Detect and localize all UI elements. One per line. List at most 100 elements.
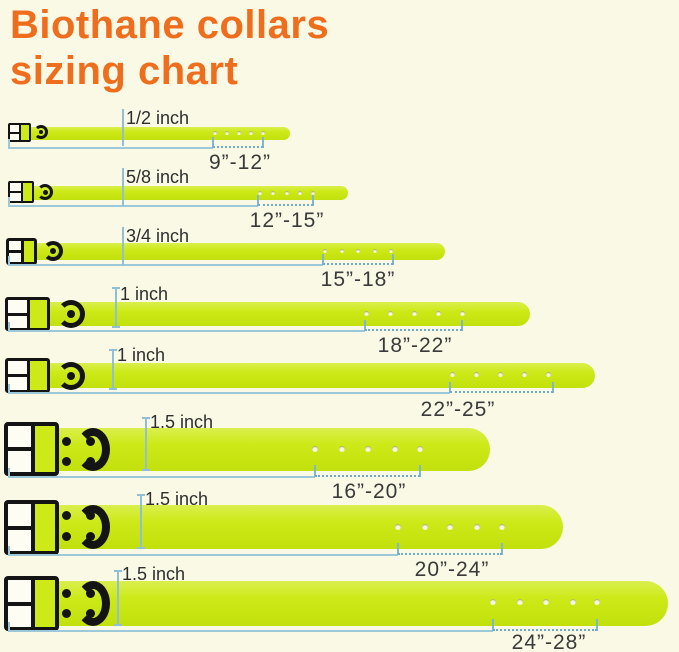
buckle-icon (8, 181, 34, 203)
strap-hole (340, 249, 344, 253)
width-tick (109, 349, 117, 390)
measure-tick (461, 320, 463, 331)
d-ring-icon (43, 241, 63, 261)
page-title-line2: sizing chart (10, 49, 239, 93)
size-range-label: 12”-15” (249, 209, 325, 232)
strap-hole (474, 372, 479, 377)
collar-strap (8, 186, 348, 200)
measure-tick (492, 619, 494, 631)
measure-dash (258, 204, 313, 206)
measure-tick (322, 254, 324, 265)
strap-hole (339, 446, 345, 452)
width-tick (122, 168, 124, 206)
strap-hole (225, 131, 229, 135)
strap-hole (237, 131, 241, 135)
strap-hole (412, 311, 417, 316)
size-range-label: 22”-25” (420, 398, 496, 421)
buckle-icon (4, 422, 59, 476)
strap-hole (490, 599, 496, 605)
measure-dash (398, 553, 502, 555)
buckle-icon (5, 358, 50, 393)
size-range-label: 20”-24” (414, 558, 490, 581)
measure-tick (314, 465, 316, 477)
strap-hole (436, 311, 441, 316)
measure-line (8, 139, 213, 149)
strap-hole (258, 191, 262, 195)
width-label: 1/2 inch (126, 108, 190, 128)
strap-hole (543, 599, 549, 605)
strap-hole (373, 249, 377, 253)
measure-line (8, 468, 315, 478)
d-ring-icon (37, 184, 53, 200)
measure-tick (596, 619, 598, 631)
collar-strap (8, 243, 445, 260)
size-range-label: 24”-28” (511, 631, 587, 652)
measure-tick (364, 320, 366, 331)
collar-strap (8, 302, 530, 326)
strap-hole (213, 131, 217, 135)
strap-hole (517, 599, 523, 605)
measure-line (8, 546, 398, 556)
d-ring-icon (76, 505, 110, 549)
buckle-icon (6, 238, 37, 265)
buckle-icon (4, 500, 59, 555)
strap-hole (388, 311, 393, 316)
measure-tick (262, 137, 264, 148)
rivet-icon (62, 589, 71, 598)
strap-hole (392, 446, 398, 452)
measure-dash (493, 629, 597, 631)
measure-tick (449, 382, 451, 393)
rivet-icon (62, 457, 71, 466)
strap-hole (364, 311, 369, 316)
strap-hole (474, 524, 480, 530)
measure-dash (365, 329, 462, 331)
rivet-icon (62, 437, 71, 446)
strap-hole (522, 372, 527, 377)
strap-hole (311, 191, 315, 195)
measure-line (8, 622, 493, 632)
d-ring-icon (76, 428, 110, 471)
width-tick (112, 287, 120, 328)
measure-tick (552, 382, 554, 393)
measure-tick (501, 543, 503, 555)
strap-hole (417, 446, 423, 452)
width-label: 1.5 inch (122, 564, 186, 584)
strap-hole (395, 524, 401, 530)
strap-hole (285, 191, 289, 195)
strap-hole (312, 446, 318, 452)
measure-dash (323, 263, 393, 265)
measure-line (8, 197, 258, 207)
measure-tick (257, 195, 259, 206)
measure-line (8, 322, 365, 332)
strap-hole (365, 446, 371, 452)
strap-hole (450, 372, 455, 377)
measure-line (8, 384, 450, 394)
buckle-icon (4, 576, 59, 631)
width-label: 1.5 inch (145, 489, 209, 509)
strap-hole (570, 599, 576, 605)
measure-tick (392, 254, 394, 265)
strap-hole (271, 191, 275, 195)
rivet-icon (62, 609, 71, 618)
collar-strap (8, 363, 595, 388)
width-label: 1 inch (117, 345, 166, 365)
strap-hole (323, 249, 327, 253)
strap-hole (499, 524, 505, 530)
d-ring-icon (34, 125, 48, 139)
strap-hole (460, 311, 465, 316)
size-range-label: 18”-22” (377, 334, 453, 357)
measure-dash (213, 146, 263, 148)
strap-hole (422, 524, 428, 530)
width-tick (142, 417, 150, 471)
page-title-line1: Biothane collars (10, 3, 330, 47)
measure-tick (212, 137, 214, 148)
page-title: Biothane collars sizing chart (10, 2, 329, 94)
measure-line (8, 256, 323, 266)
measure-tick (419, 465, 421, 477)
measure-dash (315, 475, 420, 477)
width-label: 1.5 inch (150, 412, 214, 432)
buckle-icon (8, 123, 31, 142)
strap-hole (298, 191, 302, 195)
measure-tick (312, 195, 314, 206)
